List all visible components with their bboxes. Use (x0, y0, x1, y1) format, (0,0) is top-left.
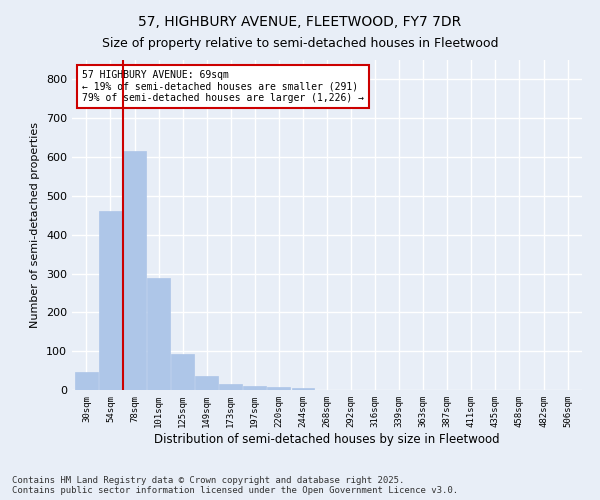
Bar (292, 388, 314, 390)
Bar (195, 376, 218, 390)
Bar (147, 278, 170, 390)
Text: 57, HIGHBURY AVENUE, FLEETWOOD, FY7 7DR: 57, HIGHBURY AVENUE, FLEETWOOD, FY7 7DR (139, 15, 461, 29)
Y-axis label: Number of semi-detached properties: Number of semi-detached properties (31, 122, 40, 328)
Text: Size of property relative to semi-detached houses in Fleetwood: Size of property relative to semi-detach… (102, 38, 498, 51)
Bar (99, 210, 122, 390)
Text: 57 HIGHBURY AVENUE: 69sqm
← 19% of semi-detached houses are smaller (291)
79% of: 57 HIGHBURY AVENUE: 69sqm ← 19% of semi-… (82, 70, 364, 103)
Bar (244, 386, 266, 390)
Bar (123, 151, 146, 390)
X-axis label: Distribution of semi-detached houses by size in Fleetwood: Distribution of semi-detached houses by … (154, 432, 500, 446)
Bar (268, 388, 290, 390)
Bar (220, 384, 242, 390)
Bar (75, 372, 98, 390)
Bar (171, 354, 194, 390)
Text: Contains HM Land Registry data © Crown copyright and database right 2025.
Contai: Contains HM Land Registry data © Crown c… (12, 476, 458, 495)
